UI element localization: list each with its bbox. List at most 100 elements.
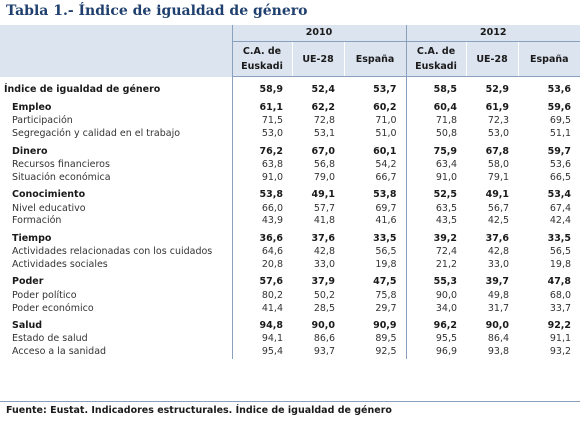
value-cell: 37,9 [311,276,335,288]
value-cell: 42,5 [487,215,510,227]
value-cell: 55,3 [405,275,467,290]
col-header-espana-2010: España [343,41,407,77]
value-cell: 94,8 [231,318,292,333]
value-cell: 56,8 [313,158,335,170]
value-cell: 56,5 [375,246,397,258]
subcategory-row: Recursos financieros 63,8 56,8 54,2 63,4 58,0… [0,158,580,172]
value-cell: 53,7 [373,84,397,95]
value-cell: 57,7 [313,202,335,214]
value-cell: 96,9 [405,345,467,359]
value-cell: 52,5 [405,188,467,203]
value-cell: 53,8 [373,189,397,201]
value-cell: 54,2 [375,158,397,170]
value-cell: 41,6 [375,215,397,227]
value-cell: 52,9 [485,84,510,95]
row-label: Empleo [12,102,52,113]
subcategory-row: Segregación y calidad en el trabajo 53,0 5… [0,127,580,141]
value-cell: 43,5 [405,214,467,228]
value-cell: 37,6 [485,232,510,244]
spacer-row [0,76,580,83]
header-blank-cell [0,25,232,77]
year-header-row: 2010 2012 [0,25,581,77]
row-label: Nivel educativo [12,202,86,214]
value-cell: 95,4 [231,345,292,359]
category-row: Dinero 76,2 67,0 60,1 75,9 67,8 59,7 [0,144,580,159]
value-cell: 31,7 [487,302,510,314]
subcategory-row: Poder político 80,2 50,2 75,8 90,0 49,8 68,0 [0,289,580,303]
value-cell: 92,5 [375,346,397,358]
value-cell: 69,5 [549,115,572,127]
value-cell: 60,2 [373,102,397,113]
row-label: Participación [12,115,73,127]
value-cell: 58,9 [231,83,292,97]
row-label: Acceso a la sanidad [12,346,107,358]
value-cell: 19,8 [375,258,397,270]
value-cell: 33,5 [373,232,397,244]
value-cell: 33,5 [547,232,572,244]
subcategory-row: Formación 43,9 41,8 41,6 43,5 42,5 42,4 [0,214,580,228]
row-label: Actividades relacionadas con los cuidado… [12,246,213,258]
value-cell: 64,6 [231,245,292,259]
value-cell: 60,4 [405,101,467,115]
value-cell: 93,7 [313,346,335,358]
value-cell: 66,5 [549,171,572,183]
value-cell: 47,8 [547,276,572,288]
col-header-euskadi-2010: C.A. de Euskadi [231,41,292,77]
value-cell: 90,0 [405,289,467,303]
value-cell: 58,5 [405,83,467,97]
spacer-row [0,184,580,189]
value-cell: 67,4 [549,202,572,214]
value-cell: 63,5 [405,202,467,215]
value-cell: 60,1 [373,145,397,157]
value-cell: 61,1 [231,101,292,115]
value-cell: 53,6 [549,158,572,170]
value-cell: 37,6 [311,232,335,244]
subcategory-row: Acceso a la sanidad 95,4 93,7 92,5 96,9 93,8 9… [0,345,580,359]
value-cell: 66,7 [375,171,397,183]
value-cell: 39,2 [405,231,467,246]
subcategory-row: Actividades relacionadas con los cuidado… [0,245,580,259]
value-cell: 91,1 [549,333,572,345]
value-cell: 33,7 [549,302,572,314]
value-cell: 93,8 [487,346,510,358]
value-cell: 86,4 [487,333,510,345]
value-cell: 93,2 [549,346,572,358]
value-cell: 50,2 [313,289,335,301]
value-cell: 72,8 [313,115,335,127]
value-cell: 63,4 [405,158,467,172]
value-cell: 41,4 [231,302,292,315]
value-cell: 51,1 [549,128,572,140]
spacer-row [0,140,580,145]
col-header-ue28-2010: UE-28 [291,41,344,77]
col-header-espana-2012: España [517,41,581,77]
value-cell: 95,5 [405,332,467,346]
year-header-2012: 2012 [405,25,581,42]
row-label: Poder político [12,289,77,301]
table-title: Tabla 1.- Índice de igualdad de género [6,3,308,19]
value-cell: 42,8 [487,246,510,258]
gender-equality-table: 2010 2012 C.A. de Euskadi UE-28 España C.… [0,25,581,359]
row-label: Tiempo [12,232,52,244]
value-cell: 59,6 [547,102,572,113]
value-cell: 79,1 [487,171,510,183]
row-label: Recursos financieros [12,158,110,170]
value-cell: 62,2 [311,102,335,113]
subcategory-row: Participación 71,5 72,8 71,0 71,8 72,3 69,5 [0,115,580,128]
value-cell: 52,4 [311,84,335,95]
value-cell: 53,6 [547,84,572,95]
value-cell: 33,0 [487,258,510,270]
value-cell: 71,5 [231,115,292,128]
value-cell: 90,9 [373,319,397,331]
row-label: Formación [12,215,62,227]
row-label: Conocimiento [12,189,86,201]
value-cell: 68,0 [549,289,572,301]
row-label: Segregación y calidad en el trabajo [12,128,181,140]
value-cell: 89,5 [375,333,397,345]
value-cell: 49,8 [487,289,510,301]
value-cell: 34,0 [405,302,467,315]
value-cell: 94,1 [231,332,292,346]
value-cell: 79,0 [313,171,335,183]
value-cell: 47,5 [373,276,397,288]
value-cell: 92,2 [547,319,572,331]
value-cell: 66,0 [231,202,292,215]
